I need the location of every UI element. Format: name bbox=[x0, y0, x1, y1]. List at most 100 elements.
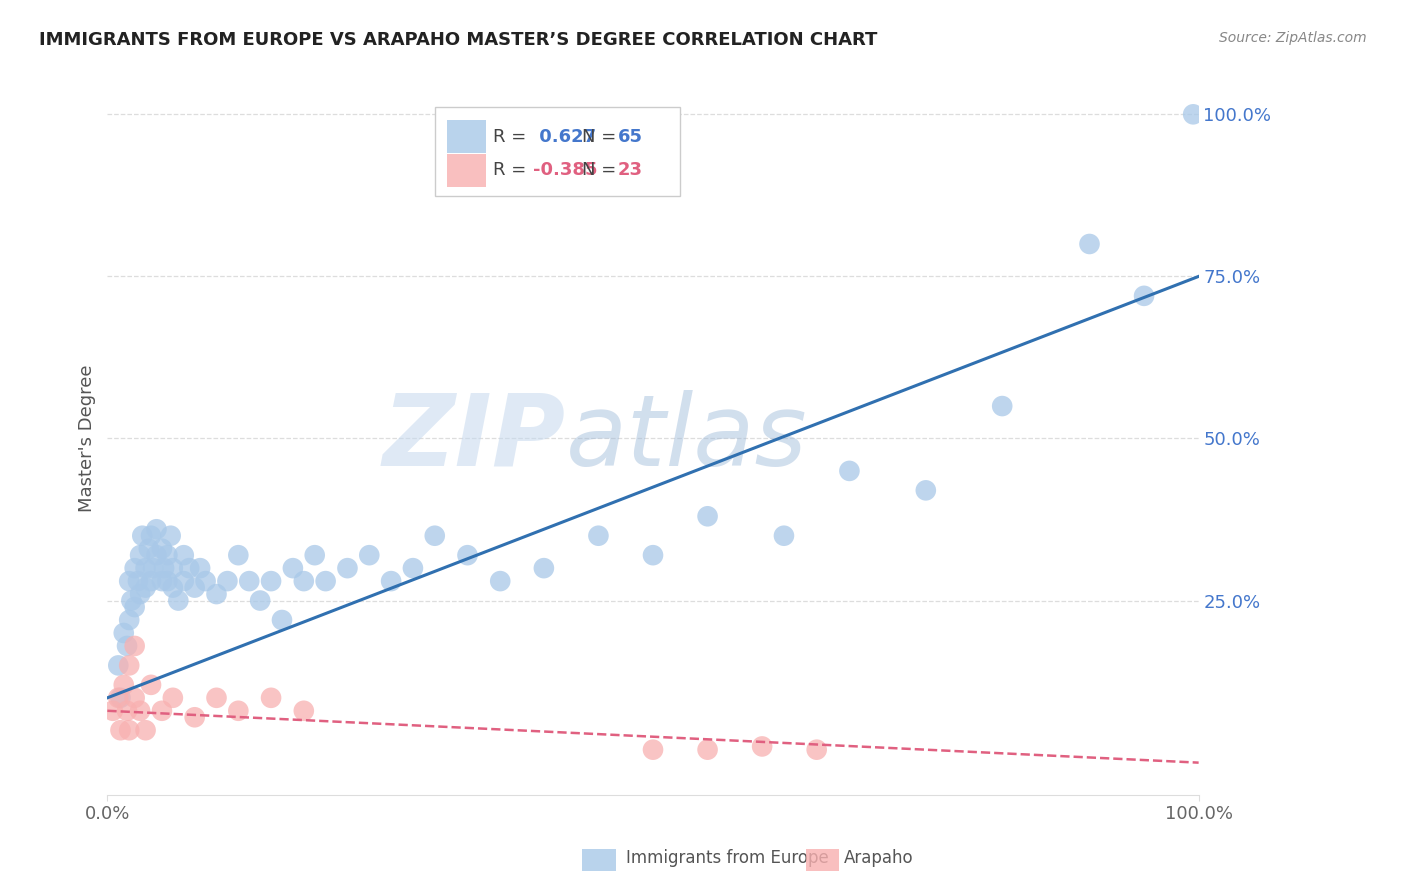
Text: IMMIGRANTS FROM EUROPE VS ARAPAHO MASTER’S DEGREE CORRELATION CHART: IMMIGRANTS FROM EUROPE VS ARAPAHO MASTER… bbox=[39, 31, 877, 49]
Text: N =: N = bbox=[582, 128, 616, 145]
Point bbox=[773, 529, 796, 543]
Point bbox=[456, 548, 478, 562]
FancyBboxPatch shape bbox=[434, 107, 681, 196]
Point bbox=[135, 723, 157, 738]
Point bbox=[806, 742, 828, 756]
Point bbox=[271, 613, 294, 627]
Point bbox=[118, 658, 141, 673]
Point bbox=[838, 464, 860, 478]
Point bbox=[156, 574, 179, 588]
Point bbox=[696, 509, 718, 524]
Point bbox=[188, 561, 211, 575]
Point bbox=[107, 690, 129, 705]
Point bbox=[110, 723, 132, 738]
Point bbox=[162, 690, 184, 705]
Point bbox=[101, 704, 124, 718]
Point bbox=[139, 574, 162, 588]
Point bbox=[110, 690, 132, 705]
Point bbox=[696, 742, 718, 756]
FancyBboxPatch shape bbox=[447, 120, 486, 153]
Point bbox=[145, 522, 167, 536]
Point bbox=[380, 574, 402, 588]
Point bbox=[124, 561, 146, 575]
Point bbox=[173, 574, 195, 588]
Point bbox=[124, 690, 146, 705]
Point bbox=[115, 639, 138, 653]
Point bbox=[145, 548, 167, 562]
Point bbox=[159, 529, 181, 543]
FancyBboxPatch shape bbox=[447, 154, 486, 186]
Point bbox=[112, 678, 135, 692]
Point bbox=[162, 581, 184, 595]
Point bbox=[167, 593, 190, 607]
Point bbox=[150, 574, 173, 588]
Point bbox=[359, 548, 381, 562]
Text: Arapaho: Arapaho bbox=[844, 849, 914, 867]
Point bbox=[107, 658, 129, 673]
Y-axis label: Master's Degree: Master's Degree bbox=[79, 365, 96, 512]
Point bbox=[1078, 237, 1101, 252]
Point bbox=[991, 399, 1014, 413]
Point bbox=[205, 587, 228, 601]
Point bbox=[131, 529, 153, 543]
Point bbox=[260, 690, 283, 705]
Point bbox=[315, 574, 337, 588]
Text: Source: ZipAtlas.com: Source: ZipAtlas.com bbox=[1219, 31, 1367, 45]
Point bbox=[423, 529, 446, 543]
Point bbox=[129, 548, 152, 562]
Point bbox=[183, 710, 205, 724]
Point bbox=[249, 593, 271, 607]
Point bbox=[138, 541, 160, 556]
Text: R =: R = bbox=[492, 161, 526, 179]
Text: -0.385: -0.385 bbox=[533, 161, 598, 179]
Point bbox=[914, 483, 936, 498]
Text: atlas: atlas bbox=[565, 390, 807, 487]
Point bbox=[281, 561, 304, 575]
Text: 23: 23 bbox=[619, 161, 643, 179]
Point bbox=[292, 704, 315, 718]
Point bbox=[228, 704, 250, 718]
Point bbox=[533, 561, 555, 575]
Point bbox=[129, 587, 152, 601]
Point bbox=[228, 548, 250, 562]
Point bbox=[489, 574, 512, 588]
Point bbox=[217, 574, 239, 588]
Point bbox=[129, 704, 152, 718]
Point bbox=[292, 574, 315, 588]
Point bbox=[150, 704, 173, 718]
Point bbox=[112, 626, 135, 640]
Point bbox=[260, 574, 283, 588]
Point bbox=[153, 561, 176, 575]
Point bbox=[336, 561, 359, 575]
Point bbox=[1133, 289, 1156, 303]
Point bbox=[118, 723, 141, 738]
Text: R =: R = bbox=[492, 128, 526, 145]
Point bbox=[194, 574, 217, 588]
Point bbox=[115, 704, 138, 718]
Point bbox=[162, 561, 184, 575]
Point bbox=[179, 561, 201, 575]
Point bbox=[135, 581, 157, 595]
Point bbox=[641, 742, 664, 756]
Point bbox=[751, 739, 773, 754]
Point bbox=[173, 548, 195, 562]
Point bbox=[120, 593, 142, 607]
Point bbox=[124, 600, 146, 615]
Point bbox=[135, 561, 157, 575]
Point bbox=[127, 574, 149, 588]
Text: ZIP: ZIP bbox=[382, 390, 565, 487]
Point bbox=[139, 678, 162, 692]
Point bbox=[588, 529, 610, 543]
Point bbox=[118, 613, 141, 627]
Point bbox=[142, 561, 165, 575]
Text: Immigrants from Europe: Immigrants from Europe bbox=[626, 849, 828, 867]
Point bbox=[1182, 107, 1205, 121]
Point bbox=[205, 690, 228, 705]
Point bbox=[150, 541, 173, 556]
Point bbox=[124, 639, 146, 653]
Point bbox=[304, 548, 326, 562]
Point bbox=[118, 574, 141, 588]
Point bbox=[238, 574, 260, 588]
Text: 0.627: 0.627 bbox=[533, 128, 596, 145]
Text: N =: N = bbox=[582, 161, 616, 179]
